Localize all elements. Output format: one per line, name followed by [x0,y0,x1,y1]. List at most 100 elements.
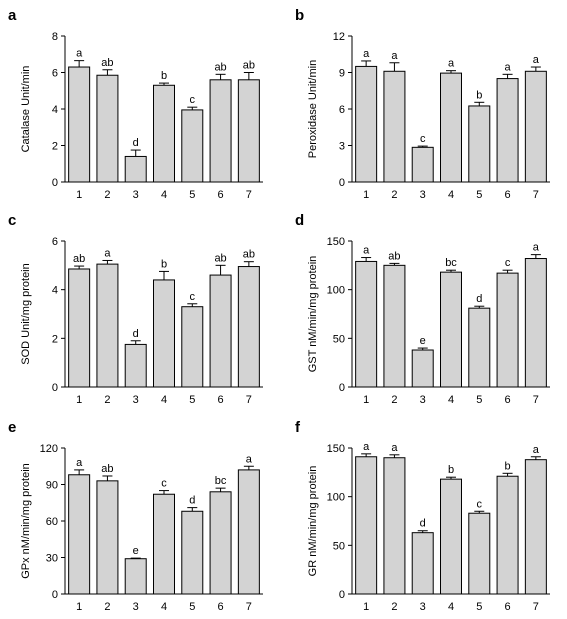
significance-label: b [505,460,511,472]
significance-label: e [420,335,426,347]
significance-label: e [133,545,139,557]
y-axis-title: GST nM/min/mg protein [307,256,319,373]
bar [96,74,119,183]
y-tick-label: 2 [52,141,58,153]
significance-label: a [533,54,540,66]
x-tick-label: 3 [133,394,139,406]
significance-label: c [161,478,167,490]
x-tick-label: 6 [218,394,224,406]
y-tick-label: 60 [46,516,58,528]
x-tick-label: 1 [363,189,369,201]
bar [355,456,378,595]
x-tick-label: 5 [189,189,195,201]
panel-letter: e [8,419,16,436]
panel-letter: c [8,212,16,229]
x-tick-label: 3 [133,601,139,613]
y-tick-label: 4 [52,104,58,116]
y-tick-label: 6 [339,104,345,116]
y-tick-label: 9 [339,68,345,80]
bar [383,70,406,183]
bar [411,349,434,388]
y-tick-label: 120 [40,443,58,455]
significance-label: d [189,495,195,507]
x-tick-label: 1 [76,394,82,406]
significance-label: a [448,58,455,70]
bar [181,109,204,183]
panel-a: a a 1 ab 2 d 3 b 4 c 5 ab 6 ab 7 0 2 4 6 8 Catalase Unit/min [8,7,263,201]
significance-label: a [533,242,540,254]
bar [468,105,491,183]
bar [181,510,204,595]
bar [153,493,175,595]
significance-label: bc [215,475,227,487]
x-tick-label: 4 [161,189,167,201]
significance-label: ab [243,60,255,72]
x-tick-label: 6 [505,601,511,613]
y-tick-label: 6 [52,236,58,248]
x-tick-label: 3 [420,189,426,201]
significance-label: c [505,257,511,269]
significance-label: c [420,133,426,145]
panel-c: c ab 1 a 2 d 3 b 4 c 5 ab 6 ab 7 0 2 4 6 SOD Unit/mg protei… [8,212,263,406]
y-tick-label: 100 [327,285,345,297]
panel-d: d a 1 ab 2 e 3 bc 4 d 5 c 6 a 7 0 50 100 150 GST nM/min/mg … [295,212,550,406]
significance-label: ab [388,250,400,262]
x-tick-label: 1 [76,601,82,613]
y-tick-label: 0 [52,382,58,394]
x-tick-label: 2 [391,189,397,201]
significance-label: b [476,89,482,101]
x-tick-label: 5 [189,601,195,613]
panel-letter: a [8,7,17,24]
y-tick-label: 0 [52,589,58,601]
bar [440,72,462,183]
bar [209,491,232,595]
x-tick-label: 5 [476,601,482,613]
y-axis-title: SOD Unit/mg protein [20,263,32,364]
bar [496,78,519,183]
y-axis-title: GR nM/min/mg protein [307,466,319,577]
significance-label: c [477,498,483,510]
x-tick-label: 1 [76,189,82,201]
x-tick-label: 3 [133,189,139,201]
y-axis-title: GPx nM/min/mg protein [20,463,32,579]
x-tick-label: 6 [218,189,224,201]
y-tick-label: 0 [52,177,58,189]
bar [411,532,434,595]
significance-label: a [363,245,370,257]
significance-label: ab [73,253,85,265]
y-tick-label: 12 [333,31,345,43]
x-tick-label: 1 [363,394,369,406]
bar [124,558,147,595]
y-tick-label: 0 [339,382,345,394]
bar [355,65,378,183]
bar [383,264,406,388]
significance-label: a [246,453,253,465]
x-tick-label: 3 [420,601,426,613]
x-tick-label: 7 [246,394,252,406]
bar [209,274,232,388]
y-axis-title: Peroxidase Unit/min [307,60,319,158]
panel-e: e a 1 ab 2 e 3 c 4 d 5 bc 6 a 7 0 30 60 90 120 GPx nM/min/mg… [8,419,263,613]
x-tick-label: 4 [448,601,454,613]
bar [96,263,119,388]
y-tick-label: 150 [327,443,345,455]
significance-label: a [104,247,111,259]
bar [411,146,434,183]
y-tick-label: 90 [46,480,58,492]
significance-label: c [190,94,196,106]
significance-label: b [161,258,167,270]
bar [237,469,260,595]
bar [496,272,519,388]
significance-label: a [363,441,370,453]
bar [524,70,547,183]
significance-label: a [391,50,398,62]
bar [153,84,175,183]
bar [209,79,232,183]
bar [237,266,260,388]
bar [153,279,175,388]
bar [468,307,491,388]
y-tick-label: 2 [52,333,58,345]
y-axis-title: Catalase Unit/min [20,66,32,153]
y-tick-label: 0 [339,589,345,601]
x-tick-label: 4 [161,394,167,406]
